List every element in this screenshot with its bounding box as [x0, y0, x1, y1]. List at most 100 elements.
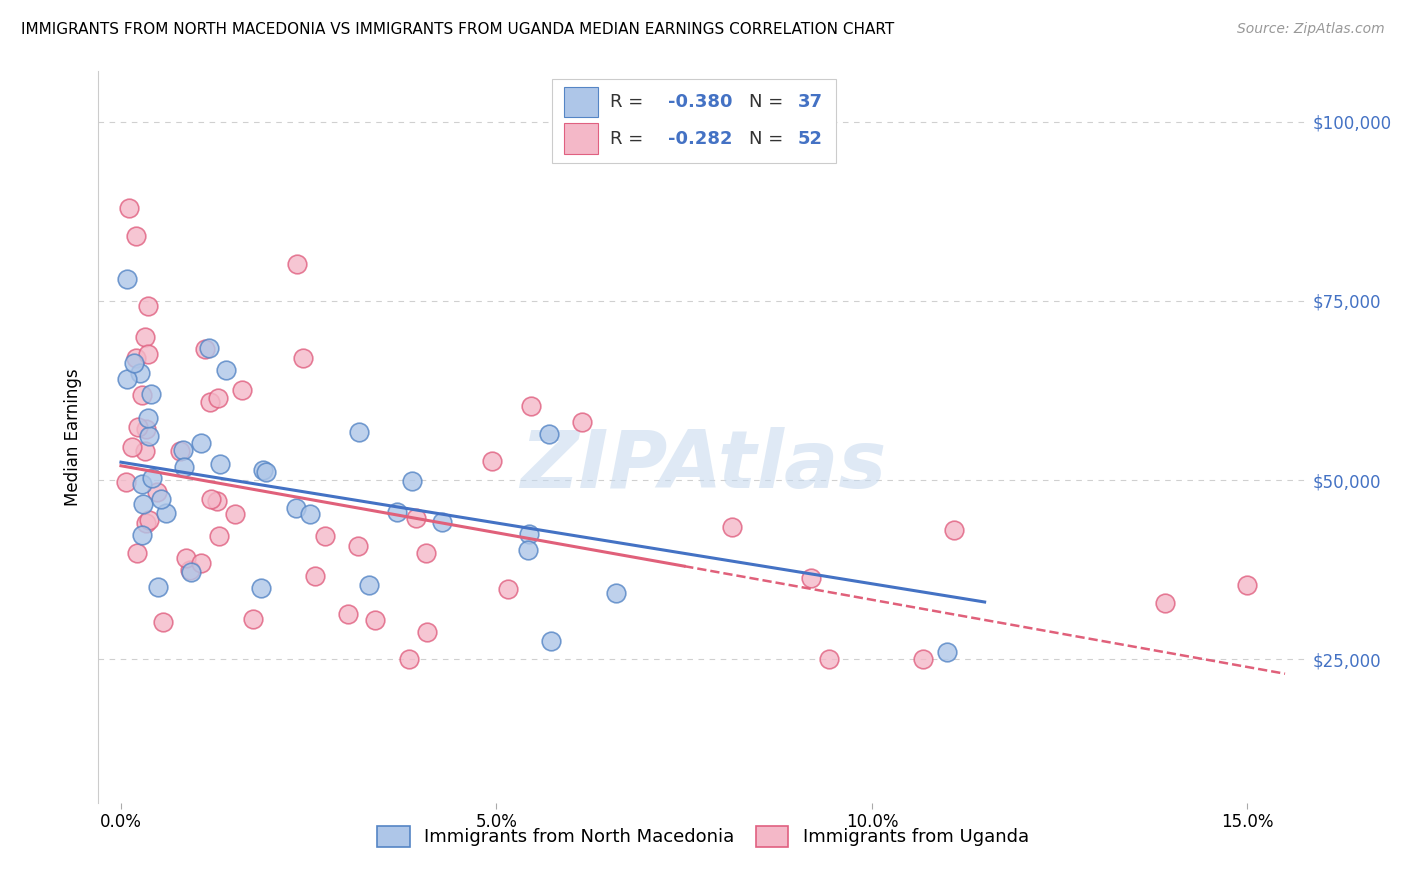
Point — [1236, 578, 1258, 592]
Point — [209, 457, 232, 471]
Point — [122, 356, 145, 370]
Point — [298, 507, 321, 521]
Point — [128, 366, 150, 380]
Point — [720, 520, 742, 534]
Point — [180, 565, 202, 579]
Point — [136, 299, 159, 313]
Text: -0.380: -0.380 — [668, 93, 733, 112]
Point — [231, 383, 253, 397]
Point — [136, 347, 159, 361]
Text: -0.282: -0.282 — [668, 129, 733, 148]
Point — [1154, 596, 1177, 610]
Point — [139, 387, 162, 401]
Point — [285, 257, 308, 271]
Point — [118, 201, 141, 215]
Point — [125, 546, 148, 560]
Point — [336, 607, 359, 622]
Point — [401, 474, 423, 488]
Legend: Immigrants from North Macedonia, Immigrants from Uganda: Immigrants from North Macedonia, Immigra… — [368, 817, 1038, 856]
Point — [540, 634, 562, 648]
Point — [208, 529, 231, 543]
Point — [215, 362, 238, 376]
Point — [537, 426, 560, 441]
Point — [314, 529, 336, 543]
Point — [242, 612, 264, 626]
Point — [135, 516, 157, 530]
Point — [136, 411, 159, 425]
Point — [200, 395, 222, 409]
Point — [131, 388, 153, 402]
Point — [207, 391, 229, 405]
Text: R =: R = — [610, 129, 650, 148]
Point — [517, 527, 540, 541]
Point — [138, 512, 160, 526]
Point — [194, 342, 217, 356]
Point — [800, 570, 823, 584]
Y-axis label: Median Earnings: Median Earnings — [65, 368, 83, 506]
Point — [190, 556, 212, 570]
Point — [146, 580, 169, 594]
Point — [347, 539, 370, 553]
FancyBboxPatch shape — [564, 123, 598, 154]
Text: R =: R = — [610, 93, 650, 112]
Text: 52: 52 — [797, 129, 823, 148]
Point — [179, 563, 201, 577]
Point — [519, 399, 541, 413]
Point — [152, 615, 174, 629]
Text: IMMIGRANTS FROM NORTH MACEDONIA VS IMMIGRANTS FROM UGANDA MEDIAN EARNINGS CORREL: IMMIGRANTS FROM NORTH MACEDONIA VS IMMIG… — [21, 22, 894, 37]
Point — [254, 465, 277, 479]
Point — [169, 443, 191, 458]
Point — [198, 341, 221, 355]
Text: N =: N = — [749, 93, 789, 112]
Text: ZIPAtlas: ZIPAtlas — [520, 427, 886, 506]
Point — [176, 551, 198, 566]
Point — [135, 422, 157, 436]
Point — [117, 272, 139, 286]
Point — [124, 229, 146, 244]
Point — [131, 527, 153, 541]
Point — [155, 506, 177, 520]
Point — [304, 568, 326, 582]
Point — [150, 491, 173, 506]
Point — [141, 470, 163, 484]
Point — [131, 477, 153, 491]
Text: Source: ZipAtlas.com: Source: ZipAtlas.com — [1237, 22, 1385, 37]
Text: N =: N = — [749, 129, 789, 148]
Point — [347, 425, 370, 440]
Point — [200, 491, 222, 506]
Point — [224, 507, 246, 521]
Point — [398, 652, 420, 666]
FancyBboxPatch shape — [551, 78, 837, 163]
Point — [292, 351, 315, 365]
Point — [125, 351, 148, 366]
Point — [285, 501, 308, 516]
Point — [134, 444, 156, 458]
Point — [911, 652, 934, 666]
Point — [115, 372, 138, 386]
Point — [134, 329, 156, 343]
Point — [430, 515, 453, 529]
Point — [481, 454, 503, 468]
Point — [127, 420, 149, 434]
Point — [145, 485, 167, 500]
Point — [172, 443, 194, 458]
Point — [936, 645, 959, 659]
Text: 37: 37 — [797, 93, 823, 112]
Point — [605, 586, 627, 600]
Point — [205, 494, 228, 508]
Point — [173, 459, 195, 474]
Point — [190, 435, 212, 450]
Point — [416, 624, 439, 639]
Point — [364, 613, 387, 627]
Point — [138, 429, 160, 443]
FancyBboxPatch shape — [564, 87, 598, 118]
Point — [114, 475, 136, 489]
Point — [405, 511, 427, 525]
Point — [943, 524, 966, 538]
Point — [132, 497, 155, 511]
Point — [496, 582, 519, 597]
Point — [516, 543, 538, 558]
Point — [250, 582, 273, 596]
Point — [415, 546, 437, 560]
Point — [571, 415, 593, 429]
